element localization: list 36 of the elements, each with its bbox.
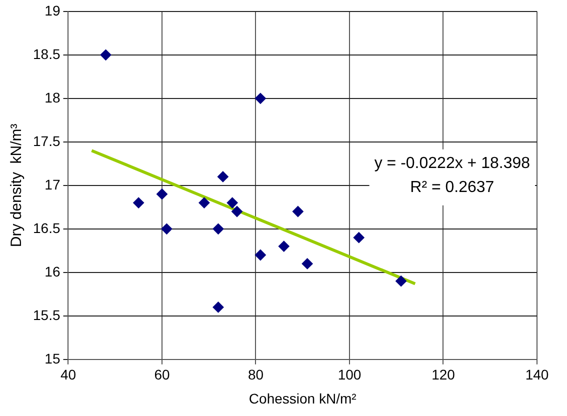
- point: [156, 188, 168, 200]
- x-axis-title: Cohession kN/m²: [248, 390, 357, 406]
- y-tick-label: 15: [44, 350, 60, 366]
- y-tick-label: 19: [44, 2, 60, 18]
- point: [278, 240, 290, 252]
- point: [396, 276, 407, 287]
- point: [353, 232, 364, 244]
- point: [254, 250, 266, 260]
- y-tick-label: 16.5: [33, 220, 60, 236]
- x-tick-label: 60: [154, 366, 170, 383]
- y-tick-label: 17.5: [33, 132, 60, 149]
- x-tick-label: 80: [248, 366, 264, 383]
- x-tick-label: 140: [525, 366, 549, 383]
- point: [100, 49, 112, 60]
- y-tick-label: 18: [44, 89, 60, 106]
- point: [217, 171, 228, 182]
- y-tick-label: 18.5: [33, 46, 60, 62]
- point: [302, 258, 313, 270]
- annotation: y = -0.0222x + 18.398: [374, 154, 530, 172]
- x-tick-label: 120: [432, 366, 456, 383]
- point: [212, 223, 224, 234]
- point: [292, 206, 304, 217]
- y-axis-title: Dry density kN/m³: [8, 124, 26, 248]
- x-tick-label: 40: [60, 366, 76, 383]
- point: [212, 302, 224, 313]
- point: [133, 197, 144, 208]
- point: [232, 206, 242, 217]
- y-tick-label: 17: [44, 176, 60, 192]
- point: [198, 197, 210, 208]
- y-tick-label: 16: [44, 263, 60, 280]
- point: [254, 92, 266, 104]
- annotation: R² = 0.2637: [410, 178, 494, 196]
- y-tick-label: 15.5: [33, 306, 60, 323]
- point: [226, 197, 238, 208]
- point: [161, 223, 172, 234]
- x-tick-label: 100: [338, 366, 362, 383]
